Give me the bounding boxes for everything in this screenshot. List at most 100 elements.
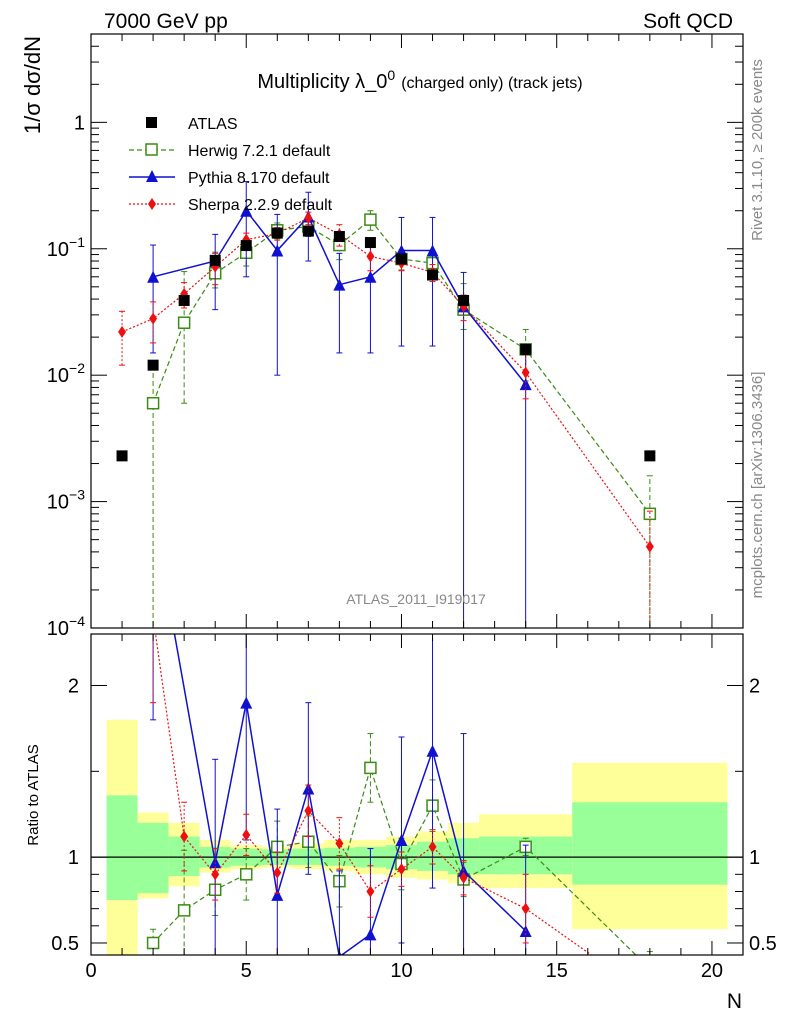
y-tick-label: 1 bbox=[74, 112, 85, 134]
sherpa-ratio-point bbox=[397, 863, 406, 876]
herwig-ratio-point bbox=[177, 904, 191, 917]
ratio-bands bbox=[91, 719, 743, 955]
y-tick-label-exponent: −4 bbox=[69, 613, 85, 629]
y-tick-label-exponent: −2 bbox=[69, 360, 85, 376]
sherpa-ratio-point bbox=[521, 902, 530, 915]
pythia-point bbox=[147, 270, 160, 283]
sherpa-ratio-point bbox=[304, 804, 313, 817]
sherpa-ratio-point bbox=[428, 840, 437, 853]
y-tick-label: 10−3 bbox=[47, 487, 85, 514]
chart-title-sup: 0 bbox=[387, 67, 395, 83]
header-right: Soft QCD bbox=[643, 10, 733, 33]
mcplots-url-label: mcplots.cern.ch [arXiv:1306.3436] bbox=[749, 372, 766, 599]
atlas-point bbox=[427, 269, 439, 281]
pythia-ratio-point bbox=[240, 696, 253, 709]
sherpa-ratio-point bbox=[459, 871, 468, 884]
ratio-tick-label-left: 1 bbox=[68, 847, 79, 869]
series-main bbox=[116, 181, 657, 628]
y-tick-label-exponent: −1 bbox=[69, 234, 85, 250]
chart-title-suffix: (charged only) (track jets) bbox=[401, 75, 582, 92]
legend-sherpa-marker bbox=[148, 198, 156, 210]
sherpa-ratio-point bbox=[646, 990, 654, 1002]
x-tick-label: 5 bbox=[241, 960, 252, 982]
pythia-ratio-point bbox=[426, 744, 439, 757]
chart-title-main: Multiplicity λ_0 bbox=[257, 71, 387, 93]
y-tick-label-base: 10 bbox=[47, 365, 69, 387]
legend-atlas-label: ATLAS bbox=[188, 116, 238, 133]
pythia-point bbox=[395, 244, 408, 257]
sherpa-point bbox=[149, 312, 158, 325]
pythia-point bbox=[519, 378, 532, 391]
pythia-point bbox=[240, 204, 253, 217]
y-tick-label-exponent: −3 bbox=[69, 487, 85, 503]
sherpa-ratio-point bbox=[273, 866, 282, 879]
x-tick-label: 15 bbox=[546, 960, 568, 982]
herwig-ratio-point bbox=[146, 936, 160, 950]
x-tick-label: 0 bbox=[85, 960, 96, 982]
pythia-ratio-line bbox=[173, 634, 527, 955]
sherpa-ratio-point bbox=[180, 830, 189, 843]
atlas-point bbox=[209, 254, 221, 266]
sherpa-ratio-point bbox=[242, 828, 251, 841]
sherpa-point bbox=[118, 325, 127, 338]
chart-title: Multiplicity λ_00 (charged only) (track j… bbox=[257, 67, 582, 93]
atlas-point bbox=[395, 253, 407, 265]
pythia-ratio-point bbox=[271, 888, 284, 901]
pythia-point bbox=[271, 244, 284, 257]
legend-pythia-label: Pythia 8.170 default bbox=[188, 170, 330, 187]
sherpa-ratio-point bbox=[335, 837, 344, 850]
main-panel-frame bbox=[90, 33, 744, 629]
header-left: 7000 GeV pp bbox=[104, 10, 228, 33]
atlas-point bbox=[240, 240, 252, 252]
pythia-point bbox=[333, 278, 346, 291]
y-tick-label-base: 10 bbox=[47, 239, 69, 261]
ratio-band-green bbox=[137, 822, 169, 894]
atlas-point bbox=[116, 450, 128, 462]
herwig-ratio-point bbox=[364, 761, 377, 775]
atlas-point bbox=[271, 227, 283, 239]
ratio-tick-label-left: 2 bbox=[68, 675, 79, 697]
pythia-ratio-point bbox=[364, 928, 377, 941]
sherpa-point bbox=[645, 540, 654, 553]
ratio-band-green bbox=[572, 802, 728, 885]
y-tick-label: 10−1 bbox=[47, 234, 85, 261]
atlas-point bbox=[458, 294, 470, 306]
atlas-point bbox=[520, 343, 532, 355]
atlas-point bbox=[302, 225, 314, 237]
herwig-point bbox=[364, 213, 377, 226]
legend-sherpa-label: Sherpa 2.2.9 default bbox=[188, 197, 333, 214]
y-axis-label: 1/σ dσ/dN bbox=[20, 36, 45, 134]
sherpa-ratio-point bbox=[366, 885, 375, 898]
y-tick-label: 10−2 bbox=[47, 360, 85, 387]
axes bbox=[90, 33, 744, 956]
atlas-point bbox=[178, 294, 190, 306]
y-tick-label-base: 10 bbox=[47, 618, 69, 640]
legend: ATLAS Herwig 7.2.1 default Pythia 8.170 … bbox=[129, 116, 333, 214]
sherpa-point bbox=[304, 212, 313, 225]
x-tick-label: 20 bbox=[701, 960, 723, 982]
y-tick-label-base: 10 bbox=[47, 492, 69, 514]
herwig-point bbox=[177, 316, 191, 329]
analysis-watermark: ATLAS_2011_I919017 bbox=[346, 591, 486, 607]
ratio-band-green bbox=[106, 795, 138, 901]
atlas-point bbox=[364, 237, 376, 249]
rivet-version-label: Rivet 3.1.10, ≥ 200k events bbox=[749, 59, 766, 241]
herwig-ratio-point bbox=[239, 868, 253, 881]
pythia-ratio-point bbox=[395, 833, 408, 846]
legend-herwig-marker bbox=[145, 143, 158, 156]
ratio-panel-frame bbox=[90, 633, 744, 956]
ratio-tick-label-right: 1 bbox=[749, 847, 760, 869]
ratio-y-axis-label: Ratio to ATLAS bbox=[25, 744, 42, 845]
sherpa-ratio-point bbox=[211, 868, 220, 881]
ratio-tick-label-left: 0.5 bbox=[51, 933, 79, 955]
pythia-point bbox=[364, 270, 377, 283]
atlas-point bbox=[644, 450, 656, 462]
y-tick-label: 10−4 bbox=[47, 613, 85, 640]
herwig-point bbox=[146, 396, 160, 410]
legend-pythia-marker bbox=[146, 170, 158, 182]
x-tick-label: 10 bbox=[390, 960, 412, 982]
sherpa-point bbox=[366, 250, 375, 263]
herwig-ratio-point bbox=[644, 963, 655, 974]
